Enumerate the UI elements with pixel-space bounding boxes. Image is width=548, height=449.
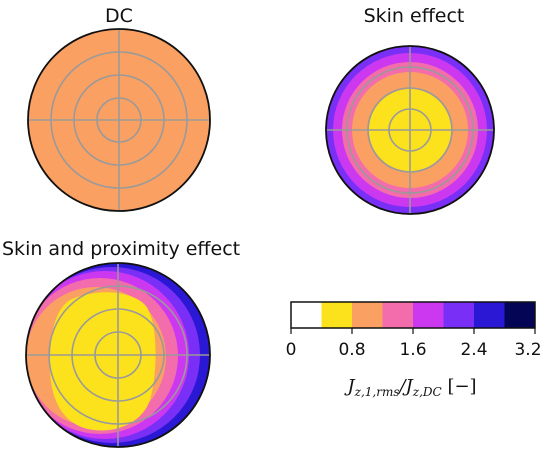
colorbar-swatch [321,302,353,328]
colorbar-swatch [474,302,505,328]
skin-polar-grid [326,46,494,214]
panel-title-skin-effect: Skin effect [364,5,465,27]
colorbar-swatch [291,302,322,328]
proximity-conductor-outline [25,262,211,448]
proximity-polar-grid [26,263,210,447]
colorbar-swatch [413,302,444,328]
colorbar-tick-label: 0.8 [338,340,365,360]
colorbar-tick-label: 0 [286,340,297,360]
dc-conductor-outline [27,28,211,212]
colorbar: 0 0.8 1.6 2.4 3.2 Jz,1,rms/Jz,DC [−] [286,301,542,399]
panel-skin-effect: Skin effect [325,5,495,215]
panel-title-skin-proximity: Skin and proximity effect [2,238,240,260]
colorbar-ticks: 0 0.8 1.6 2.4 3.2 [286,328,542,360]
colorbar-tick-label: 3.2 [514,340,541,360]
skin-conductor-outline [325,45,495,215]
colorbar-swatch [443,302,475,328]
colorbar-tick-label: 1.6 [399,340,426,360]
panel-skin-proximity: Skin and proximity effect [2,238,240,448]
colorbar-swatches [291,302,536,328]
colorbar-axis-label: Jz,1,rms/Jz,DC [−] [343,376,476,399]
colorbar-tick-label: 2.4 [460,340,487,360]
colorbar-swatch [352,302,383,328]
colorbar-swatch [504,302,536,328]
colorbar-swatch [382,302,414,328]
dc-polar-grid [28,29,210,211]
panel-dc: DC [27,5,211,212]
panel-title-dc: DC [105,5,133,27]
